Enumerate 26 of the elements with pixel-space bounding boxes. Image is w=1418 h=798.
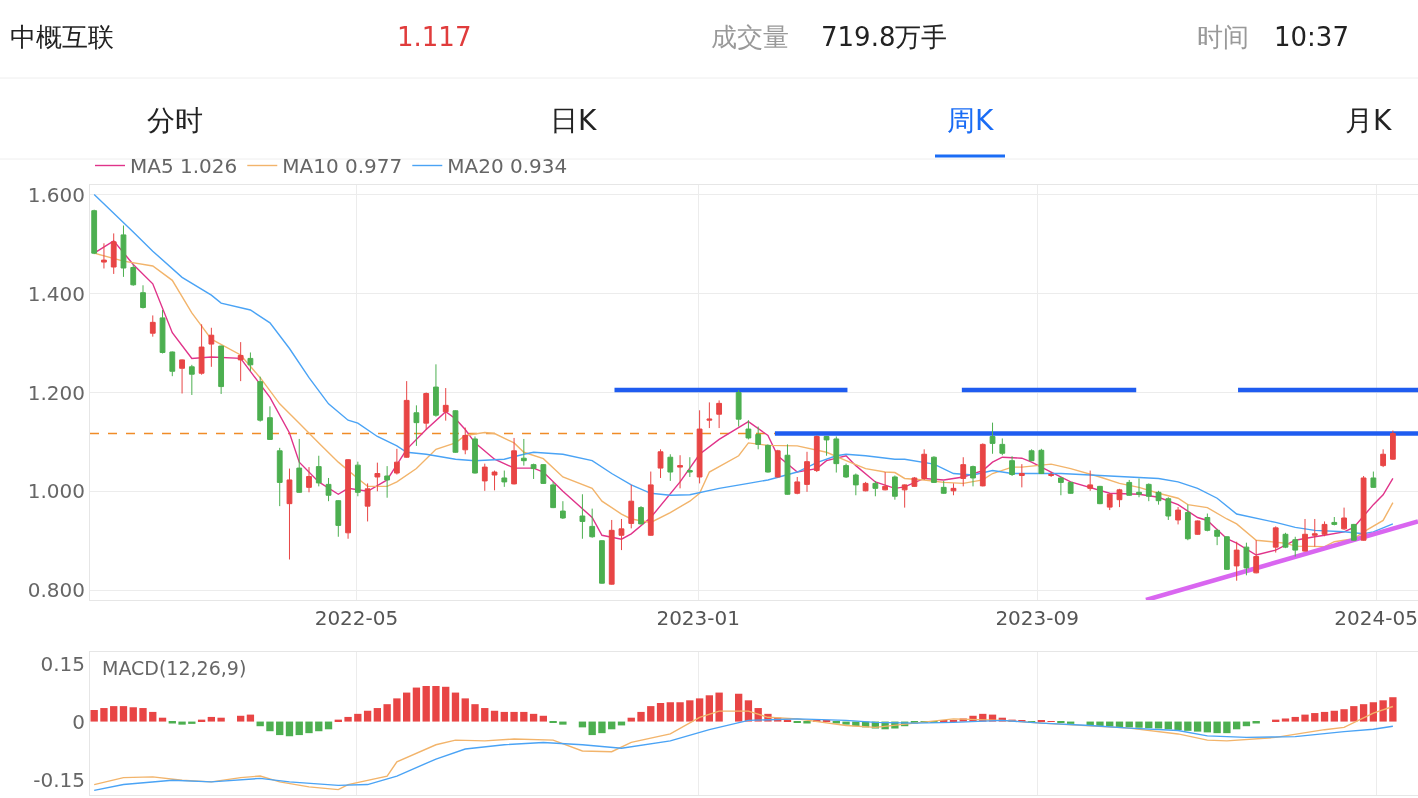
y-tick-label: 0.15	[40, 651, 85, 676]
y-tick-label: 1.600	[27, 182, 85, 207]
legend-label: MA5 1.026	[130, 154, 238, 179]
text: 719.8万手	[821, 22, 948, 52]
y-tick-label: 0	[72, 709, 85, 734]
text: 10:37	[1274, 22, 1349, 52]
legend-label: MA10 0.977	[282, 154, 403, 179]
y-tick-label: 1.400	[27, 281, 85, 306]
x-tick-label: 2024-05	[1334, 606, 1418, 630]
chart-title: 中概互联	[10, 22, 114, 53]
y-tick-label: 0.800	[27, 578, 85, 603]
x-tick-label: 2022-05	[314, 606, 399, 630]
text: 日K	[550, 104, 597, 137]
chart-title: MACD(12,26,9)	[102, 657, 247, 679]
text: 分时	[147, 104, 203, 137]
text: 1.117	[397, 22, 472, 52]
y-tick-label: 1.200	[27, 380, 85, 405]
legend-label: MA20 0.934	[447, 154, 568, 179]
x-tick-label: 2023-01	[656, 606, 740, 630]
y-tick-label: -0.15	[33, 767, 85, 792]
y-tick-label: 1.000	[27, 479, 85, 504]
x-tick-label: 2023-09	[995, 606, 1079, 630]
text: 月K	[1345, 104, 1392, 137]
text: 周K	[947, 104, 994, 137]
text: 成交量	[711, 22, 789, 52]
text: 时间	[1197, 22, 1249, 52]
